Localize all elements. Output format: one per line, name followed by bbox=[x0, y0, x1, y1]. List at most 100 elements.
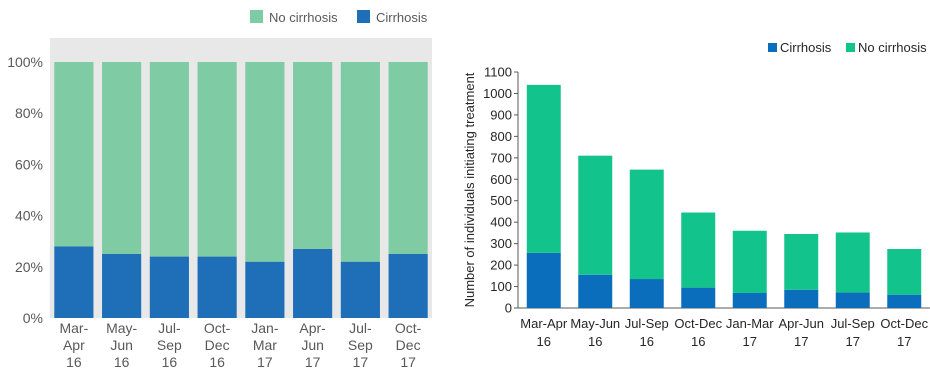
left-x-tick-label: Dec bbox=[205, 337, 230, 353]
left-x-tick-label: 16 bbox=[209, 354, 225, 368]
left-x-tick-label: 17 bbox=[353, 354, 369, 368]
right-y-tick-label: 800 bbox=[490, 129, 512, 144]
left-bar-cirrhosis bbox=[340, 261, 380, 318]
left-x-tick-label: Sep bbox=[348, 337, 373, 353]
left-x-tick-label: Dec bbox=[396, 337, 421, 353]
right-bar-no-cirrhosis bbox=[835, 232, 870, 293]
right-y-tick-label: 1000 bbox=[483, 86, 512, 101]
left-y-tick-label: 60% bbox=[15, 156, 43, 172]
right-x-tick-label: 16 bbox=[537, 334, 551, 349]
right-x-tick-label: Mar-Apr bbox=[520, 316, 568, 331]
left-x-tick-label: Jan- bbox=[251, 320, 279, 336]
left-x-tick-label: 17 bbox=[257, 354, 273, 368]
right-bar-cirrhosis bbox=[784, 289, 819, 308]
right-bar-no-cirrhosis bbox=[784, 233, 819, 290]
left-x-tick-label: Oct- bbox=[395, 320, 422, 336]
right-bar-no-cirrhosis bbox=[526, 84, 561, 253]
left-bar-no-cirrhosis bbox=[388, 62, 428, 254]
left-x-tick-label: 17 bbox=[400, 354, 416, 368]
left-legend-swatch bbox=[250, 10, 263, 23]
left-x-tick-label: May- bbox=[106, 320, 137, 336]
left-x-tick-label: Oct- bbox=[204, 320, 231, 336]
left-bar-no-cirrhosis bbox=[149, 62, 189, 257]
right-bar-no-cirrhosis bbox=[732, 230, 767, 293]
right-legend-label: Cirrhosis bbox=[780, 40, 832, 55]
left-x-tick-label: Apr bbox=[63, 337, 85, 353]
right-bar-cirrhosis bbox=[835, 292, 870, 308]
right-x-tick-label: Jul-Sep bbox=[831, 316, 875, 331]
left-x-tick-label: Jul- bbox=[349, 320, 372, 336]
left-x-tick-label: Jul- bbox=[158, 320, 181, 336]
right-x-tick-label: Jan-Mar bbox=[726, 316, 774, 331]
right-y-tick-label: 0 bbox=[505, 301, 512, 316]
right-bar-no-cirrhosis bbox=[629, 169, 664, 280]
left-bar-no-cirrhosis bbox=[293, 62, 333, 249]
right-x-tick-label: Oct-Dec bbox=[674, 316, 722, 331]
right-bar-cirrhosis bbox=[578, 274, 613, 308]
right-x-tick-label: 17 bbox=[794, 334, 808, 349]
left-bar-cirrhosis bbox=[54, 246, 94, 318]
right-bar-cirrhosis bbox=[526, 252, 561, 308]
left-bar-no-cirrhosis bbox=[197, 62, 237, 257]
left-x-tick-label: Sep bbox=[157, 337, 182, 353]
left-x-tick-label: Jun bbox=[301, 337, 324, 353]
right-x-tick-label: 17 bbox=[846, 334, 860, 349]
left-x-tick-label: Mar- bbox=[59, 320, 88, 336]
right-x-tick-label: 17 bbox=[897, 334, 911, 349]
right-x-tick-label: Oct-Dec bbox=[880, 316, 928, 331]
right-bar-no-cirrhosis bbox=[681, 212, 716, 288]
left-bar-no-cirrhosis bbox=[245, 62, 285, 262]
right-bar-no-cirrhosis bbox=[887, 249, 922, 295]
right-bar-cirrhosis bbox=[732, 292, 767, 308]
left-legend-label: Cirrhosis bbox=[376, 10, 428, 25]
right-y-tick-label: 100 bbox=[490, 279, 512, 294]
left-bar-no-cirrhosis bbox=[102, 62, 142, 254]
right-x-tick-label: Jul-Sep bbox=[625, 316, 669, 331]
left-y-tick-label: 0% bbox=[23, 310, 43, 326]
right-x-tick-label: 17 bbox=[743, 334, 757, 349]
right-x-tick-label: 16 bbox=[691, 334, 705, 349]
right-bar-cirrhosis bbox=[887, 294, 922, 308]
right-y-tick-label: 400 bbox=[490, 215, 512, 230]
left-x-tick-label: 17 bbox=[305, 354, 321, 368]
left-y-tick-label: 80% bbox=[15, 105, 43, 121]
left-x-tick-label: Mar bbox=[253, 337, 277, 353]
right-y-tick-label: 200 bbox=[490, 258, 512, 273]
right-y-tick-label: 700 bbox=[490, 150, 512, 165]
right-y-tick-label: 900 bbox=[490, 107, 512, 122]
left-percent-chart: 0% 20% 40% 60% 80% 100% Mar-Apr 16 May- Jun 16 Jul… bbox=[7, 10, 432, 368]
right-x-tick-label: 16 bbox=[588, 334, 602, 349]
left-bar-cirrhosis bbox=[388, 254, 428, 318]
right-legend-swatch bbox=[768, 43, 777, 52]
left-bar-cirrhosis bbox=[197, 256, 237, 318]
right-legend-label: No cirrhosis bbox=[858, 40, 927, 55]
right-bar-cirrhosis bbox=[629, 279, 664, 308]
left-x-tick-label: Apr- bbox=[299, 320, 326, 336]
right-count-chart: 0 100 200 300 400 500 600 700 800 900 1000 1100 Mar… bbox=[462, 40, 930, 349]
right-legend-swatch bbox=[846, 43, 855, 52]
right-y-tick-label: 1100 bbox=[484, 65, 512, 80]
left-y-tick-label: 40% bbox=[15, 208, 43, 224]
left-x-tick-label: 16 bbox=[114, 354, 130, 368]
right-x-tick-label: 16 bbox=[640, 334, 654, 349]
left-bar-cirrhosis bbox=[102, 254, 142, 318]
left-legend-label: No cirrhosis bbox=[269, 10, 338, 25]
right-x-tick-label: May-Jun bbox=[570, 316, 620, 331]
left-legend-swatch bbox=[357, 10, 370, 23]
left-bar-no-cirrhosis bbox=[54, 62, 94, 247]
left-bar-cirrhosis bbox=[245, 261, 285, 318]
left-bar-cirrhosis bbox=[149, 256, 189, 318]
right-y-tick-label: 600 bbox=[490, 172, 512, 187]
right-x-tick-label: Apr-Jun bbox=[778, 316, 824, 331]
right-bar-cirrhosis bbox=[681, 287, 716, 308]
left-bar-no-cirrhosis bbox=[340, 62, 380, 262]
right-y-tick-label: 500 bbox=[490, 193, 512, 208]
left-y-tick-label: 20% bbox=[15, 259, 43, 275]
right-y-tick-label: 300 bbox=[490, 236, 512, 251]
right-y-axis-label: Number of individuals initiating treatme… bbox=[462, 72, 477, 307]
left-y-tick-label: 100% bbox=[7, 54, 43, 70]
right-bar-no-cirrhosis bbox=[578, 155, 613, 275]
left-x-tick-label: 16 bbox=[162, 354, 178, 368]
left-bar-cirrhosis bbox=[293, 248, 333, 318]
